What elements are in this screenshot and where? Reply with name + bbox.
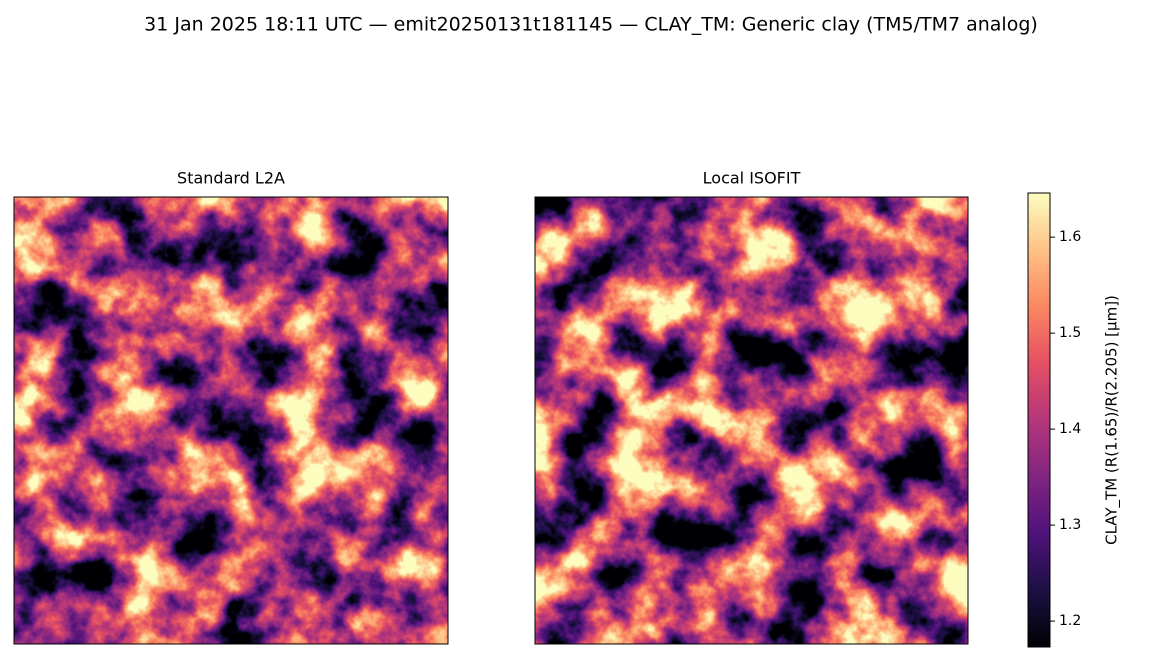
colorbar-label: CLAY_TM (R(1.65)/R(2.205) [µm]) xyxy=(1103,295,1122,545)
axes-frame xyxy=(13,196,449,645)
figure-title: 31 Jan 2025 18:11 UTC — emit20250131t181… xyxy=(144,14,1038,36)
subplot-title: Local ISOFIT xyxy=(703,169,801,188)
colorbar-tick-label: 1.5 xyxy=(1059,325,1081,341)
colorbar xyxy=(1027,192,1051,648)
colorbar-tick-label: 1.2 xyxy=(1059,613,1081,629)
raster-image xyxy=(535,197,968,644)
subplot-title: Standard L2A xyxy=(177,169,285,188)
raster-image xyxy=(14,197,448,644)
colorbar-tick-label: 1.6 xyxy=(1059,229,1081,245)
axes-frame xyxy=(534,196,969,645)
colorbar-tick-label: 1.4 xyxy=(1059,421,1081,437)
colorbar-tick-label: 1.3 xyxy=(1059,517,1081,533)
